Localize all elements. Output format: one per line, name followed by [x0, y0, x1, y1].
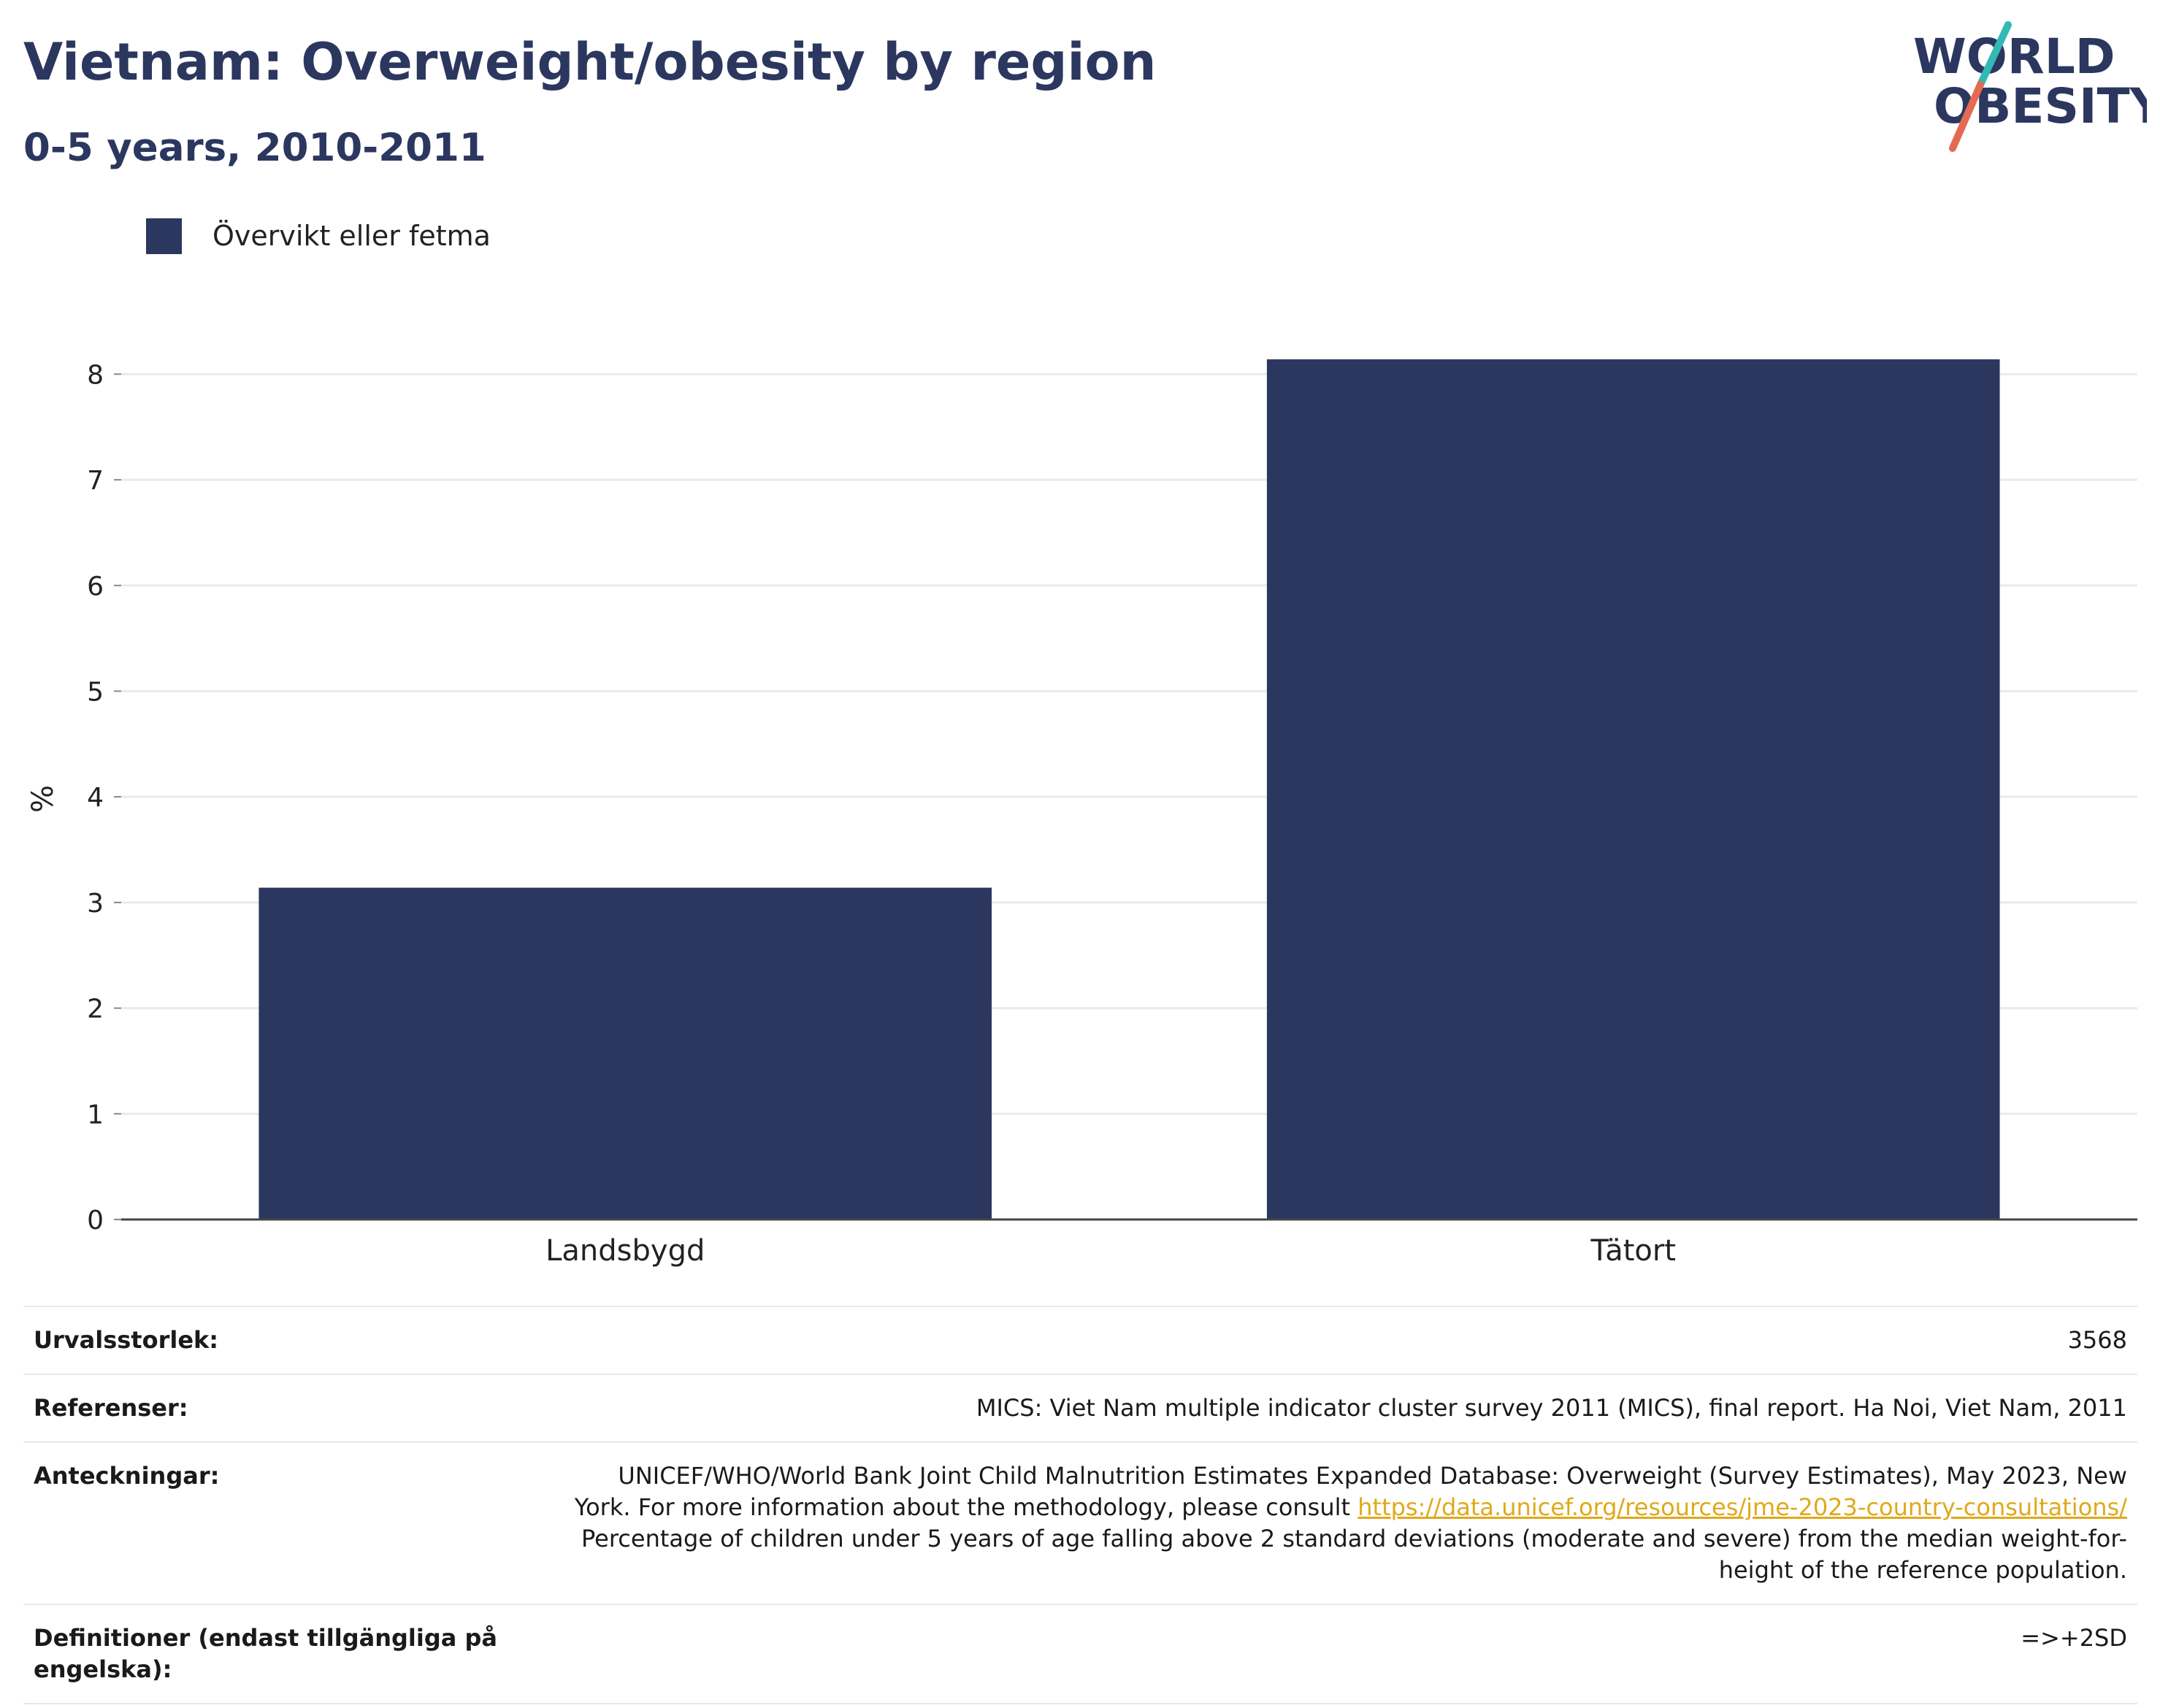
definitions-value: =>+2SD: [511, 1604, 2137, 1704]
chart-legend: Övervikt eller fetma: [146, 218, 491, 254]
notes-label: Anteckningar:: [23, 1441, 511, 1604]
meta-row-sample: Urvalsstorlek: 3568: [23, 1306, 2137, 1374]
logo-line1: WORLD: [1913, 28, 2115, 85]
legend-swatch: [146, 218, 182, 254]
x-tick-label: Landsbygd: [545, 1234, 705, 1268]
sample-size-label: Urvalsstorlek:: [23, 1306, 511, 1374]
y-tick-label: 1: [87, 1100, 104, 1130]
chart-subtitle: 0-5 years, 2010-2011: [23, 126, 486, 170]
definitions-label-line2: engelska):: [34, 1655, 172, 1683]
bar-landsbygd: [258, 887, 992, 1219]
notes-line4: height of the reference population.: [1718, 1556, 2127, 1584]
y-tick-label: 7: [87, 466, 104, 496]
y-tick-label: 8: [87, 360, 104, 390]
y-tick-label: 4: [87, 783, 104, 813]
notes-line3: Percentage of children under 5 years of …: [581, 1525, 2127, 1552]
meta-row-references: Referenser: MICS: Viet Nam multiple indi…: [23, 1374, 2137, 1442]
y-tick-label: 2: [87, 995, 104, 1025]
x-tick-label: Tätort: [1590, 1234, 1676, 1268]
sample-size-value: 3568: [511, 1306, 2137, 1374]
notes-value: UNICEF/WHO/World Bank Joint Child Malnut…: [511, 1441, 2137, 1604]
legend-label: Övervikt eller fetma: [212, 220, 491, 252]
chart-title: Vietnam: Overweight/obesity by region: [23, 32, 1157, 92]
notes-line2: York. For more information about the met…: [574, 1493, 1358, 1521]
meta-row-notes: Anteckningar: UNICEF/WHO/World Bank Join…: [23, 1441, 2137, 1604]
logo-slash-coral: [1949, 81, 1984, 152]
y-tick-label: 3: [87, 889, 104, 919]
metadata-table: Urvalsstorlek: 3568 Referenser: MICS: Vi…: [23, 1306, 2137, 1704]
definitions-label: Definitioner (endast tillgängliga på eng…: [23, 1604, 511, 1704]
y-tick-label: 6: [87, 572, 104, 602]
references-value: MICS: Viet Nam multiple indicator cluste…: [511, 1374, 2137, 1442]
definitions-label-line1: Definitioner (endast tillgängliga på: [34, 1624, 497, 1652]
meta-row-definitions: Definitioner (endast tillgängliga på eng…: [23, 1604, 2137, 1704]
bar-t-tort: [1266, 359, 2000, 1219]
references-label: Referenser:: [23, 1374, 511, 1442]
methodology-link[interactable]: https://data.unicef.org/resources/jme-20…: [1357, 1493, 2127, 1521]
notes-line1: UNICEF/WHO/World Bank Joint Child Malnut…: [618, 1462, 2127, 1490]
axis-layer: 0 1 2 3 4 5 6 7 8 Landsbygd Tätort: [87, 360, 2137, 1268]
y-axis-label: %: [26, 785, 60, 813]
y-tick-label: 0: [87, 1206, 104, 1236]
bar-layer: [258, 359, 2000, 1219]
logo-slash-teal: [1977, 21, 2012, 88]
bar-chart: 0 1 2 3 4 5 6 7 8 Landsbygd Tätort %: [26, 359, 2137, 1268]
world-obesity-logo: WORLD OBESITY: [1913, 21, 2147, 152]
y-tick-label: 5: [87, 677, 104, 707]
